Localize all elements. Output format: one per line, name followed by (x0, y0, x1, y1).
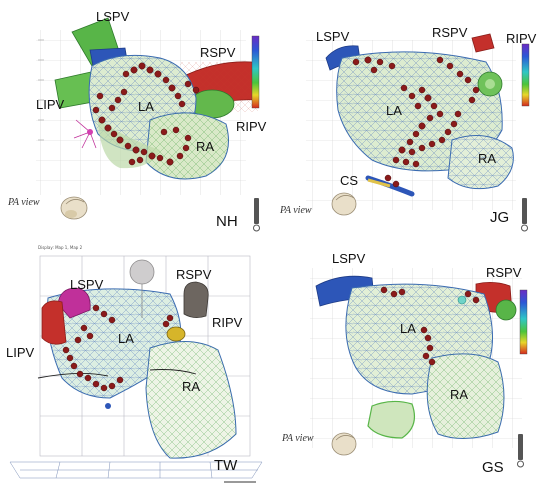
tw-label-la: LA (118, 331, 134, 346)
tw-label-lspv: LSPV (70, 277, 104, 292)
jg-label-cs: CS (340, 173, 359, 188)
gs-map-graphic (310, 268, 528, 468)
gs-view-label: PA view (282, 433, 314, 444)
jg-view-label: PA view (280, 205, 312, 216)
tw-header-text: Display: Map 1, Map 2 (38, 245, 83, 250)
panel-gs: LSPV RSPV LA RA PA view GS (272, 238, 541, 486)
nh-view-label: PA view (8, 197, 40, 208)
jg-label-lspv: LSPV (316, 29, 350, 44)
tw-label-rspv: RSPV (176, 267, 212, 282)
tw-label-lipv: LIPV (6, 345, 35, 360)
tw-label-ra: RA (182, 379, 201, 394)
heart-orientation-icon (60, 196, 88, 220)
jg-label-rspv: RSPV (432, 25, 468, 40)
gs-label-la: LA (400, 321, 416, 336)
tw-panel-id: TW (214, 457, 238, 474)
nh-label-lspv: LSPV (96, 9, 130, 24)
gs-panel-id: GS (482, 459, 504, 476)
jg-label-la: LA (386, 103, 402, 118)
jg-label-ra: RA (478, 151, 497, 166)
nh-panel-id: NH (216, 213, 238, 230)
gs-label-ra: RA (450, 387, 469, 402)
nh-label-rspv: RSPV (200, 45, 236, 60)
heart-orientation-icon (331, 192, 357, 216)
heart-orientation-icon (331, 432, 357, 456)
panel-tw: Display: Map 1, Map 2 LSPV LIPV RSPV RIP… (0, 238, 272, 486)
nh-label-ripv: RIPV (236, 119, 267, 134)
gs-label-rspv: RSPV (486, 265, 522, 280)
panel-jg: LSPV RSPV RIPV LA RA CS PA view JG (272, 0, 541, 238)
jg-label-ripv: RIPV (506, 31, 537, 46)
jg-panel-id: JG (490, 209, 510, 226)
jg-map-graphic (306, 33, 530, 232)
nh-label-la: LA (138, 99, 154, 114)
tw-map-graphic (9, 255, 263, 483)
nh-label-lipv: LIPV (36, 97, 65, 112)
gs-label-lspv: LSPV (332, 251, 366, 266)
nh-map-graphic (36, 17, 260, 232)
panel-nh: LSPV LIPV RSPV RIPV LA RA PA view NH (0, 0, 272, 238)
tw-label-ripv: RIPV (212, 315, 243, 330)
nh-label-ra: RA (196, 139, 215, 154)
